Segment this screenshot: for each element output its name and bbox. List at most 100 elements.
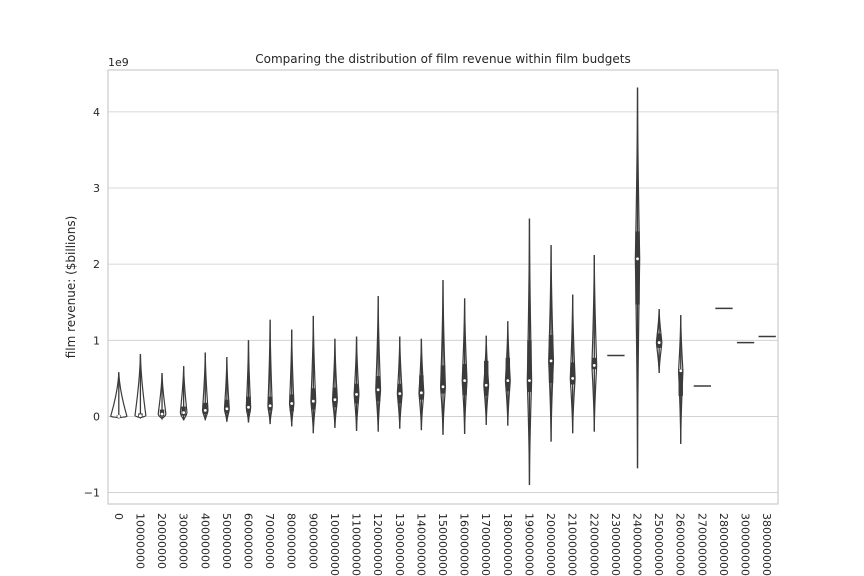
x-tick-label: 300000000 [739, 513, 752, 576]
x-tick-label: 250000000 [652, 513, 665, 576]
violin [110, 372, 128, 419]
x-tick-label: 30000000 [177, 513, 190, 569]
x-tick-label: 110000000 [350, 513, 363, 576]
violin-median [268, 404, 272, 408]
violin-median [528, 379, 531, 383]
violin-iqr-box [592, 357, 597, 370]
y-axis-label: film revenue: ($billions) [64, 216, 78, 359]
x-tick-label: 50000000 [220, 513, 233, 569]
x-tick-label: 0 [112, 513, 125, 520]
violin-median [225, 407, 229, 411]
violin-median [311, 399, 315, 403]
violin [634, 87, 641, 469]
x-tick-label: 380000000 [760, 513, 773, 576]
violin [418, 338, 425, 431]
x-tick-label: 140000000 [414, 513, 427, 576]
x-tick-label: 70000000 [263, 513, 276, 569]
x-tick-label: 40000000 [198, 513, 211, 569]
violin-iqr-box [484, 360, 489, 396]
violin [223, 357, 230, 422]
violin-median [160, 412, 164, 416]
violin [396, 336, 403, 429]
y-tick-label: 4 [93, 106, 100, 119]
x-tick-label: 230000000 [609, 513, 622, 576]
violin-median [636, 257, 639, 261]
violin-median [355, 392, 358, 396]
x-tick-label: 240000000 [631, 513, 644, 576]
violin-median [117, 415, 121, 418]
violin [440, 280, 446, 435]
violin-median [247, 405, 250, 409]
x-tick-label: 170000000 [479, 513, 492, 576]
violin [353, 336, 360, 431]
x-tick-label: 180000000 [501, 513, 514, 576]
x-tick-label: 270000000 [695, 513, 708, 576]
violin [591, 255, 598, 432]
violin-iqr-box [678, 369, 683, 396]
violin [310, 315, 317, 434]
violin [461, 298, 468, 434]
violin-iqr-box [505, 357, 511, 392]
tick-layer: −1 0 1 2 3 4 0 10000000 20000000 30000000 40000000… [84, 106, 773, 576]
violin-iqr-box [656, 333, 662, 348]
violin [179, 366, 188, 421]
y-offset-label: 1e9 [108, 56, 129, 69]
violin [201, 352, 209, 421]
violin-iqr-box [181, 406, 186, 416]
x-tick-label: 120000000 [371, 513, 384, 576]
x-tick-label: 210000000 [566, 513, 579, 576]
violin-iqr-box [570, 362, 575, 385]
violin-median [592, 364, 596, 367]
violin-median [203, 408, 207, 412]
violin [375, 296, 382, 432]
x-tick-label: 220000000 [587, 513, 600, 576]
violin [569, 294, 576, 434]
violin-median [484, 383, 488, 387]
violin-iqr-box [311, 388, 316, 410]
violin-median [333, 398, 337, 402]
violin-median [290, 402, 294, 405]
violin [331, 338, 338, 428]
x-tick-label: 150000000 [436, 513, 449, 576]
violin-median [571, 376, 575, 380]
x-tick-label: 160000000 [458, 513, 471, 576]
x-tick-label: 80000000 [285, 513, 298, 569]
x-tick-label: 10000000 [133, 513, 146, 569]
violin [288, 329, 295, 427]
violin-median [419, 391, 423, 395]
x-tick-label: 60000000 [241, 513, 254, 569]
y-tick-label: 1 [93, 334, 100, 347]
violin-median [657, 341, 661, 344]
violin-iqr-box [440, 365, 446, 394]
violin-iqr-box [419, 375, 424, 400]
y-tick-label: 2 [93, 258, 100, 271]
y-tick-label: −1 [84, 487, 100, 500]
violin [526, 218, 533, 485]
x-tick-label: 100000000 [328, 513, 341, 576]
violin [548, 245, 555, 442]
chart-title: Comparing the distribution of film reven… [255, 52, 631, 66]
violin-iqr-box [224, 399, 230, 414]
x-tick-label: 20000000 [155, 513, 168, 569]
violin-median [398, 392, 402, 395]
violin-iqr-box [635, 231, 640, 305]
x-tick-label: 130000000 [393, 513, 406, 576]
violin-median [506, 379, 510, 383]
violin-iqr-box [246, 396, 251, 413]
violin-median [463, 379, 467, 383]
plot-frame [107, 69, 779, 505]
violin-layer [110, 87, 776, 485]
y-tick-label: 3 [93, 182, 100, 195]
violin-median [376, 388, 380, 392]
violin [267, 319, 273, 425]
violin [245, 340, 252, 423]
x-tick-label: 190000000 [522, 513, 535, 576]
violin-iqr-box [548, 334, 554, 383]
x-tick-label: 280000000 [717, 513, 730, 576]
violin-iqr-box [203, 402, 208, 415]
violin-median [182, 411, 186, 415]
y-tick-label: 0 [93, 410, 100, 423]
violin-median [441, 385, 445, 389]
violin-iqr-box [267, 396, 273, 411]
